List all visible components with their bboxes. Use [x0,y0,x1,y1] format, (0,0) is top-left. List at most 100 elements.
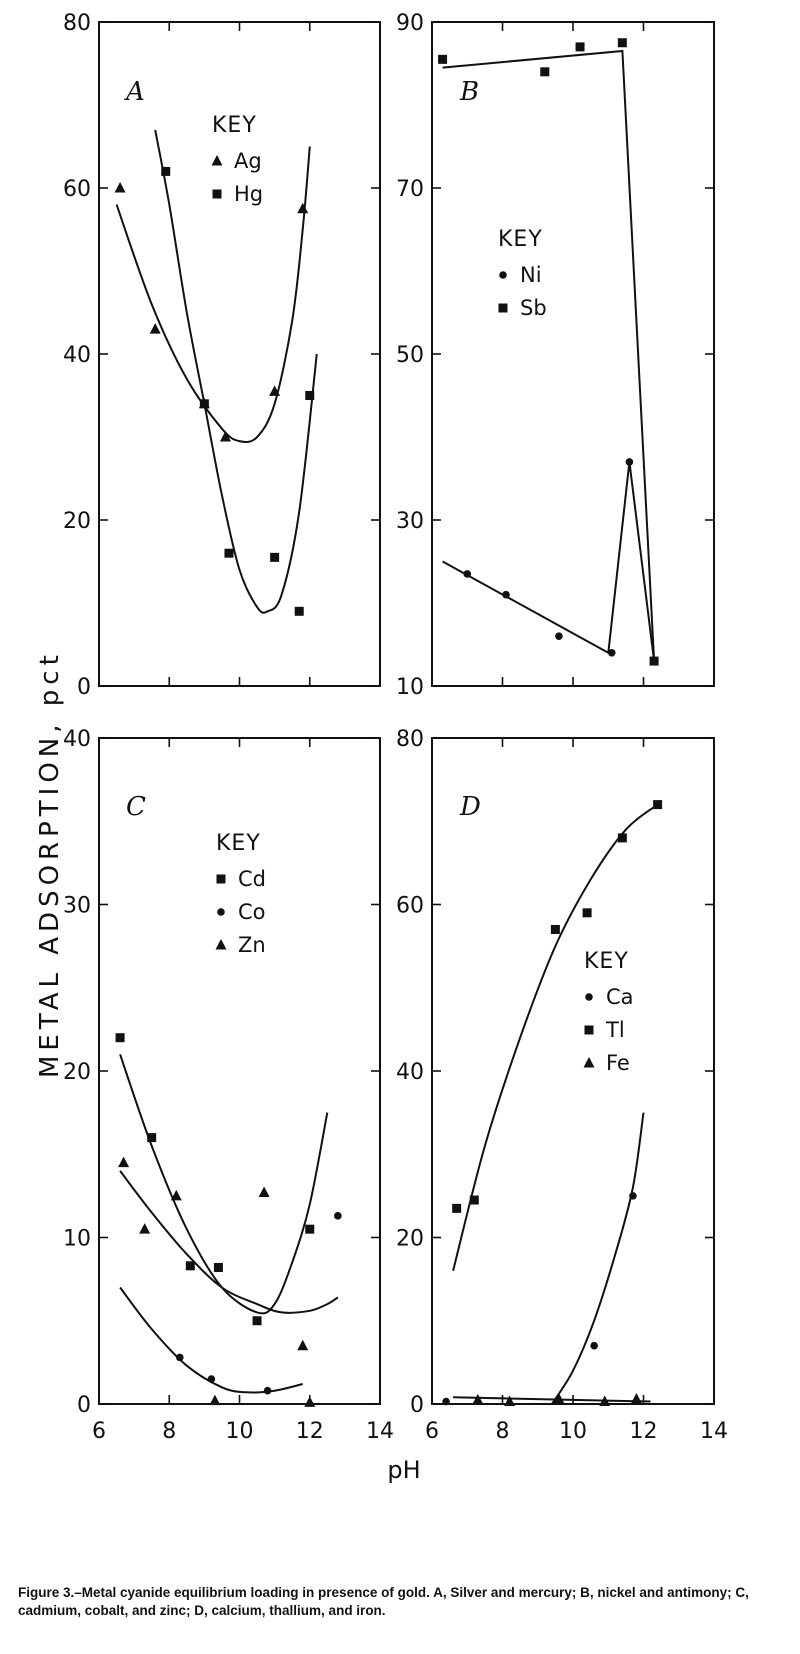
fit-curve-sb [442,49,656,662]
data-point-hg [305,391,315,400]
y-tick-label: 70 [396,177,424,202]
legend-marker-co [217,908,225,916]
y-tick-label: 80 [63,11,91,36]
y-tick-label: 0 [77,1393,91,1418]
x-axis-label: pH [387,1456,420,1484]
legend-label-zn: Zn [238,933,266,957]
y-axis-label: METAL ADSORPTION, pct [35,650,65,1078]
legend-marker-hg [212,189,222,199]
x-tick-label: 8 [162,1419,176,1444]
legend-label-fe: Fe [606,1051,630,1075]
data-point-tl [617,833,627,843]
x-tick-label: 14 [700,1419,728,1444]
data-point-tl [653,800,663,810]
y-tick-label: 40 [396,1060,424,1085]
data-point-zn [209,1394,221,1406]
data-point-cd [147,1133,157,1143]
data-point-zn [297,1339,309,1351]
data-point-fe [630,1393,642,1404]
y-tick-label: 20 [396,1227,424,1252]
y-tick-label: 90 [396,11,424,36]
data-point-tl [452,1203,462,1213]
data-point-fe [472,1393,484,1405]
data-point-ag [269,385,281,396]
data-point-ca [629,1192,637,1200]
data-point-cd [305,1224,315,1234]
y-tick-label: 60 [63,177,91,202]
fit-curve-hg [154,129,318,614]
fit-curve-co [119,1286,303,1394]
legend-marker-fe [583,1057,595,1068]
data-point-sb [649,656,659,666]
legend-marker-sb [498,303,508,313]
data-point-cd [115,1033,125,1043]
legend-label-tl: Tl [605,1018,625,1042]
legend-label-ni: Ni [520,263,542,287]
panel-letter: D [459,792,481,822]
fit-curve-ag [115,146,311,444]
y-tick-label: 10 [396,675,424,700]
y-tick-label: 0 [410,1393,424,1418]
legend-marker-zn [215,939,227,950]
fit-curve-ca [551,1112,645,1405]
y-tick-label: 40 [63,727,91,752]
y-tick-label: 60 [396,894,424,919]
data-point-ca [442,1397,450,1406]
data-point-ag [297,202,309,214]
x-tick-label: 14 [366,1419,394,1444]
data-point-co [175,1353,184,1362]
data-point-fe [599,1395,611,1407]
legend-title: KEY [216,831,261,856]
x-tick-label: 12 [296,1419,324,1444]
data-point-ca [590,1341,598,1350]
data-point-tl [582,908,592,918]
data-point-tl [550,924,560,934]
fit-curve-ni [442,461,656,662]
y-tick-label: 40 [63,343,91,368]
data-point-sb [575,42,585,52]
data-point-zn [258,1186,270,1198]
fit-curve-fe [453,1396,651,1403]
data-point-ag [149,323,161,334]
plot-frame [431,737,715,1405]
y-tick-label: 20 [63,1060,91,1085]
legend-title: KEY [212,113,257,138]
panel-letter: B [459,77,479,107]
fit-curve-zn [119,1170,339,1314]
data-point-hg [161,166,171,176]
legend-label-cd: Cd [238,867,266,891]
data-point-hg [224,548,234,558]
data-point-cd [213,1262,223,1272]
legend-label-co: Co [238,900,266,924]
data-point-hg [199,399,209,409]
data-point-co [207,1375,216,1383]
legend-marker-ca [585,993,593,1001]
x-tick-label: 10 [226,1419,254,1444]
data-point-co [263,1386,272,1395]
fit-curve-tl [452,803,659,1272]
data-point-cd [185,1261,195,1271]
figure-caption: Figure 3.–Metal cyanide equilibrium load… [18,1585,749,1618]
y-tick-label: 30 [63,894,91,919]
y-tick-label: 30 [396,509,424,534]
x-tick-label: 8 [496,1419,510,1444]
data-point-ni [555,632,563,640]
data-point-cd [252,1316,262,1326]
data-point-ni [607,649,616,657]
y-tick-label: 20 [63,509,91,534]
legend-label-ag: Ag [234,149,262,173]
x-tick-label: 10 [559,1419,587,1444]
y-tick-label: 50 [396,343,424,368]
legend-title: KEY [498,227,543,252]
data-point-hg [270,552,280,562]
data-point-ag [114,182,126,193]
legend-marker-tl [584,1025,594,1035]
data-point-ag [219,431,231,442]
data-point-zn [304,1396,316,1407]
legend-label-hg: Hg [234,182,263,206]
data-point-zn [139,1223,151,1234]
panel-c: 0 10 20 30 40 6 8 10 12 14 C KEY Cd Co Zn [63,727,394,1444]
figure-canvas: 020406080AKEYAgHg1030507090BKEYNiSb01020… [35,11,728,1484]
legend-label-ca: Ca [606,985,634,1009]
data-point-tl [469,1195,479,1205]
